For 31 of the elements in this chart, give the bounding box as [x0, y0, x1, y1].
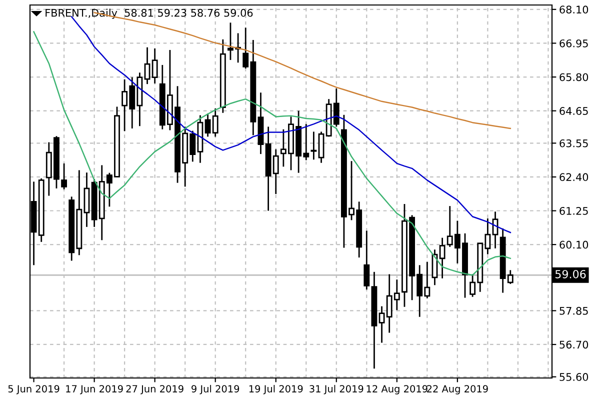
- y-tick-label: 63.55: [560, 139, 588, 148]
- candlestick: [152, 48, 158, 84]
- candlestick: [61, 162, 68, 190]
- line-series: [33, 31, 512, 276]
- y-tick-label: 55.60: [560, 373, 588, 381]
- y-tick-label: 62.40: [560, 173, 588, 182]
- candlestick: [310, 130, 317, 160]
- x-tick-label: 31 Jul 2019: [310, 384, 364, 394]
- candlestick: [144, 46, 150, 85]
- y-tick-label: 65.80: [560, 73, 588, 82]
- x-tick-label: 5 Jun 2019: [8, 385, 60, 394]
- x-tick-label: 17 Jun 2019: [66, 385, 123, 394]
- x-tick-label: 22 Aug 2019: [427, 385, 488, 394]
- candlestick: [378, 306, 385, 344]
- candlestick: [318, 130, 324, 164]
- candlestick: [364, 230, 370, 290]
- y-tick-label: 56.70: [560, 340, 588, 349]
- x-tick-label: 27 Jun 2019: [126, 385, 184, 394]
- y-tick-label: 60.10: [560, 240, 588, 249]
- x-tick-label: 9 Jul 2019: [192, 384, 240, 394]
- y-tick-label: 61.25: [560, 206, 588, 215]
- candlestick: [212, 108, 218, 138]
- y-tick-label: 64.65: [560, 107, 588, 115]
- candlestick: [204, 112, 211, 138]
- y-tick-label: 68.10: [560, 6, 588, 14]
- x-tick-label: 19 Jul 2019: [249, 384, 303, 394]
- candlestick: [439, 237, 446, 280]
- y-tick-label: 57.85: [560, 306, 588, 315]
- ref-line-label: 59.06: [555, 270, 586, 278]
- y-tick-label: 66.95: [560, 39, 588, 48]
- x-tick-label: 12 Aug 2019: [366, 385, 428, 394]
